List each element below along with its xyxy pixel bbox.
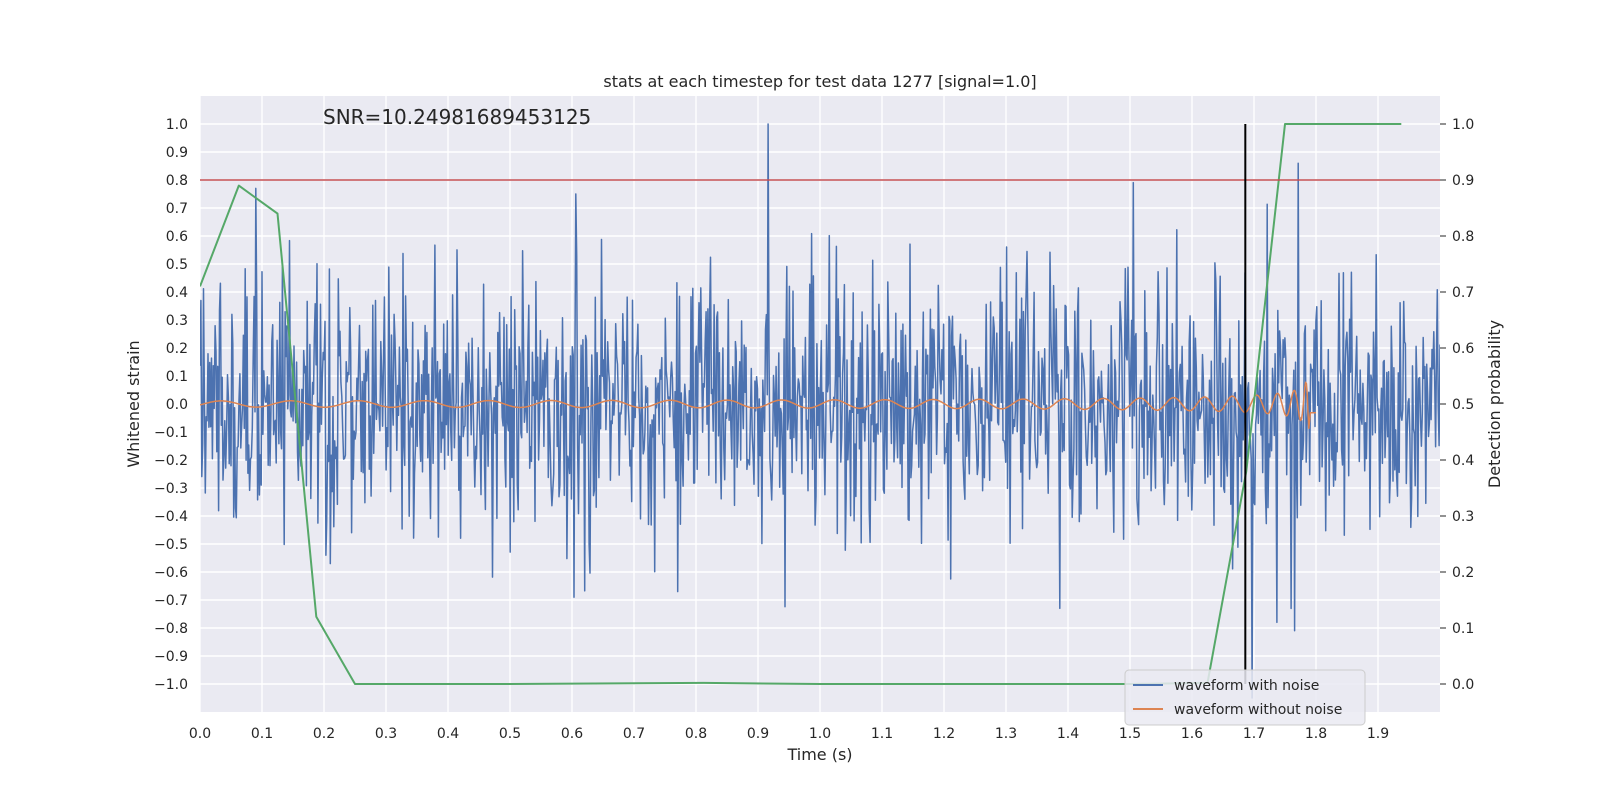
y-tick-label: −0.3 <box>154 481 188 497</box>
y-tick-label: 0.4 <box>166 285 188 301</box>
y-tick-label: 0.0 <box>166 397 188 413</box>
y2-tick-label: 0.2 <box>1452 565 1474 581</box>
x-tick-label: 1.6 <box>1181 726 1203 742</box>
series-layer <box>200 123 1440 699</box>
y-tick-label: 0.2 <box>166 341 188 357</box>
y2-tick-label: 0.1 <box>1452 621 1474 637</box>
y-tick-label: 0.3 <box>166 313 188 329</box>
x-tick-label: 0.5 <box>499 726 521 742</box>
y-tick-label: 1.0 <box>166 117 188 133</box>
legend-label-noise: waveform with noise <box>1174 678 1319 694</box>
x-tick-label: 1.0 <box>809 726 831 742</box>
x-tick-label: 0.6 <box>561 726 583 742</box>
x-tick-label: 0.2 <box>313 726 335 742</box>
x-tick-label: 0.8 <box>685 726 707 742</box>
legend: waveform with noise waveform without noi… <box>1124 669 1366 726</box>
y-tick-label: 0.8 <box>166 173 188 189</box>
y2-tick-label: 0.7 <box>1452 285 1474 301</box>
y-axis-label: Whitened strain <box>124 340 143 467</box>
chart-title: stats at each timestep for test data 127… <box>603 72 1036 91</box>
y-tick-label: −0.4 <box>154 509 188 525</box>
x-tick-label: 1.4 <box>1057 726 1079 742</box>
y-tick-label: −0.8 <box>154 621 188 637</box>
series-line-1 <box>200 381 1316 430</box>
x-tick-label: 0.7 <box>623 726 645 742</box>
y-tick-label: −0.1 <box>154 425 188 441</box>
y-tick-label: −0.9 <box>154 649 188 665</box>
legend-box <box>1124 669 1366 726</box>
y2-tick-label: 0.3 <box>1452 509 1474 525</box>
y-tick-label: −0.2 <box>154 453 188 469</box>
x-tick-label: 1.7 <box>1243 726 1265 742</box>
axis-ticks: 0.0 0.1 0.2 0.3 0.4 0.5 0.6 0.7 0.8 0.9 1.0 1.1 1.2 1… <box>154 117 1474 742</box>
y-tick-label: 0.9 <box>166 145 188 161</box>
y-tick-label: −0.6 <box>154 565 188 581</box>
y-tick-label: 0.5 <box>166 257 188 273</box>
y2-tick-label: 0.0 <box>1452 677 1474 693</box>
x-tick-label: 1.5 <box>1119 726 1141 742</box>
legend-label-clean: waveform without noise <box>1174 702 1342 718</box>
y-tick-label: 0.6 <box>166 229 188 245</box>
y2-tick-label: 0.9 <box>1452 173 1474 189</box>
x-tick-label: 1.9 <box>1367 726 1389 742</box>
y-tick-label: −0.7 <box>154 593 188 609</box>
x-tick-label: 0.3 <box>375 726 397 742</box>
x-tick-label: 0.9 <box>747 726 769 742</box>
x-tick-label: 1.8 <box>1305 726 1327 742</box>
x-axis-label: Time (s) <box>786 745 852 764</box>
y2-tick-label: 0.4 <box>1452 453 1474 469</box>
y-tick-label: 0.7 <box>166 201 188 217</box>
series-line-0 <box>200 123 1440 699</box>
y-tick-label: −1.0 <box>154 677 188 693</box>
y2-axis-label: Detection probability <box>1485 320 1504 488</box>
y2-tick-label: 0.6 <box>1452 341 1474 357</box>
y2-tick-label: 0.8 <box>1452 229 1474 245</box>
y-tick-label: 0.1 <box>166 369 188 385</box>
x-tick-label: 0.1 <box>251 726 273 742</box>
snr-annotation: SNR=10.24981689453125 <box>323 105 591 129</box>
series-line-2 <box>200 123 1402 685</box>
y-tick-label: −0.5 <box>154 537 188 553</box>
x-tick-label: 0.4 <box>437 726 459 742</box>
y2-tick-label: 0.5 <box>1452 397 1474 413</box>
x-tick-label: 1.1 <box>871 726 893 742</box>
x-tick-label: 0.0 <box>189 726 211 742</box>
x-tick-label: 1.2 <box>933 726 955 742</box>
x-tick-label: 1.3 <box>995 726 1017 742</box>
y2-tick-label: 1.0 <box>1452 117 1474 133</box>
